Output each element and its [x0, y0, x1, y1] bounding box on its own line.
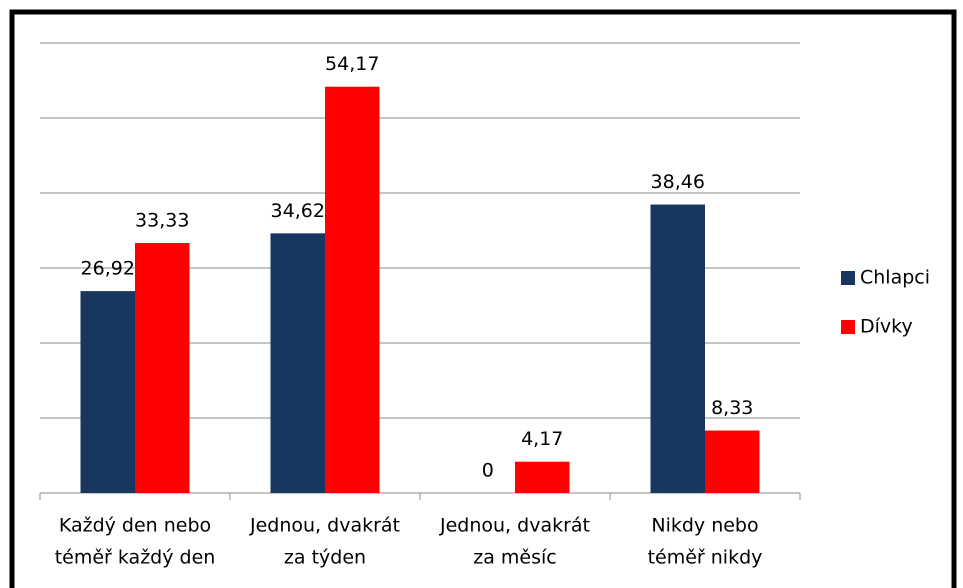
x-tick-label: Nikdy nebo [651, 515, 758, 537]
bar [650, 204, 705, 494]
x-tick-label: Každý den nebo [59, 515, 211, 537]
bar [325, 86, 380, 493]
value-label: 0 [482, 460, 494, 482]
x-tick-label: za týden [284, 547, 366, 569]
x-tick-label: téměř nikdy [648, 547, 763, 569]
x-tick-label: Jednou, dvakrát [439, 515, 590, 537]
legend-swatch [841, 320, 855, 334]
value-label: 33,33 [135, 210, 189, 232]
bar [270, 233, 325, 493]
value-label: 34,62 [271, 200, 325, 222]
bar [515, 461, 570, 493]
value-label: 26,92 [81, 258, 135, 280]
x-tick-label: Jednou, dvakrát [249, 515, 400, 537]
bar [80, 291, 135, 493]
legend-label: Dívky [860, 316, 913, 338]
x-tick-label: za měsíc [473, 547, 556, 569]
legend-label: Chlapci [860, 267, 930, 289]
bar [135, 243, 190, 493]
value-label: 4,17 [521, 428, 563, 450]
value-label: 8,33 [711, 397, 753, 419]
x-tick-label: téměř každý den [55, 547, 216, 569]
value-label: 38,46 [651, 171, 705, 193]
frame [9, 9, 957, 588]
bar [705, 430, 760, 493]
value-label: 54,17 [325, 53, 379, 75]
legend-swatch [841, 271, 855, 285]
